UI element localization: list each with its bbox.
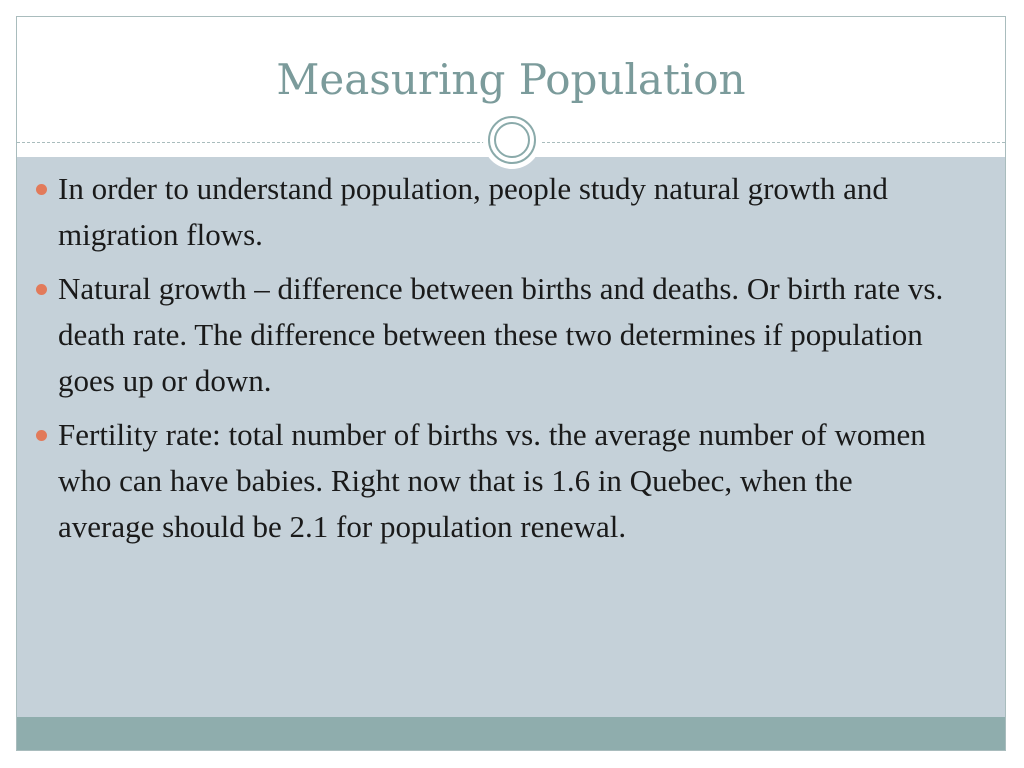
bullet-item: Natural growth – difference between birt… (36, 266, 956, 404)
bullet-item: Fertility rate: total number of births v… (36, 412, 956, 550)
bullet-marker-icon (36, 430, 47, 441)
content-area (17, 157, 1005, 717)
bullet-text: In order to understand population, peopl… (58, 171, 888, 252)
ornament-icon (483, 111, 541, 169)
ornament-outer-ring (488, 116, 536, 164)
bullet-marker-icon (36, 184, 47, 195)
bullet-item: In order to understand population, peopl… (36, 166, 956, 258)
footer-band (17, 717, 1005, 750)
bullet-marker-icon (36, 284, 47, 295)
bullet-text: Fertility rate: total number of births v… (58, 417, 926, 544)
slide: Measuring Population (16, 16, 1006, 751)
slide-title: Measuring Population (276, 55, 746, 104)
bullet-text: Natural growth – difference between birt… (58, 271, 944, 398)
ornament-inner-ring (494, 122, 530, 158)
bullet-list: In order to understand population, peopl… (36, 166, 956, 558)
